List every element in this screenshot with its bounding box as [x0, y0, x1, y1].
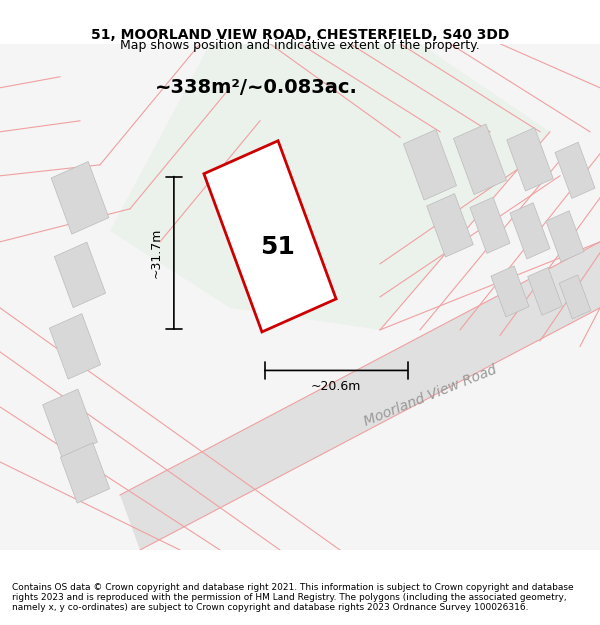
Polygon shape: [454, 124, 506, 194]
Polygon shape: [527, 268, 562, 315]
Text: Contains OS data © Crown copyright and database right 2021. This information is : Contains OS data © Crown copyright and d…: [12, 582, 574, 612]
Polygon shape: [546, 211, 584, 262]
Text: 51, MOORLAND VIEW ROAD, CHESTERFIELD, S40 3DD: 51, MOORLAND VIEW ROAD, CHESTERFIELD, S4…: [91, 28, 509, 42]
Text: ~31.7m: ~31.7m: [149, 228, 163, 278]
Polygon shape: [403, 129, 457, 200]
Polygon shape: [120, 242, 600, 550]
Polygon shape: [110, 44, 550, 330]
Polygon shape: [510, 202, 550, 259]
Polygon shape: [555, 142, 595, 198]
Text: Moorland View Road: Moorland View Road: [362, 363, 499, 429]
Polygon shape: [55, 242, 106, 308]
Text: ~20.6m: ~20.6m: [311, 381, 361, 394]
Polygon shape: [61, 442, 110, 503]
Polygon shape: [491, 266, 529, 317]
Text: 51: 51: [260, 236, 295, 259]
Polygon shape: [559, 275, 591, 319]
Text: Map shows position and indicative extent of the property.: Map shows position and indicative extent…: [120, 39, 480, 52]
Polygon shape: [470, 198, 510, 254]
Polygon shape: [51, 161, 109, 234]
Text: ~338m²/~0.083ac.: ~338m²/~0.083ac.: [155, 78, 358, 98]
Polygon shape: [49, 314, 101, 379]
Polygon shape: [204, 141, 336, 332]
Polygon shape: [427, 194, 473, 257]
Polygon shape: [507, 127, 553, 191]
Polygon shape: [43, 389, 97, 458]
